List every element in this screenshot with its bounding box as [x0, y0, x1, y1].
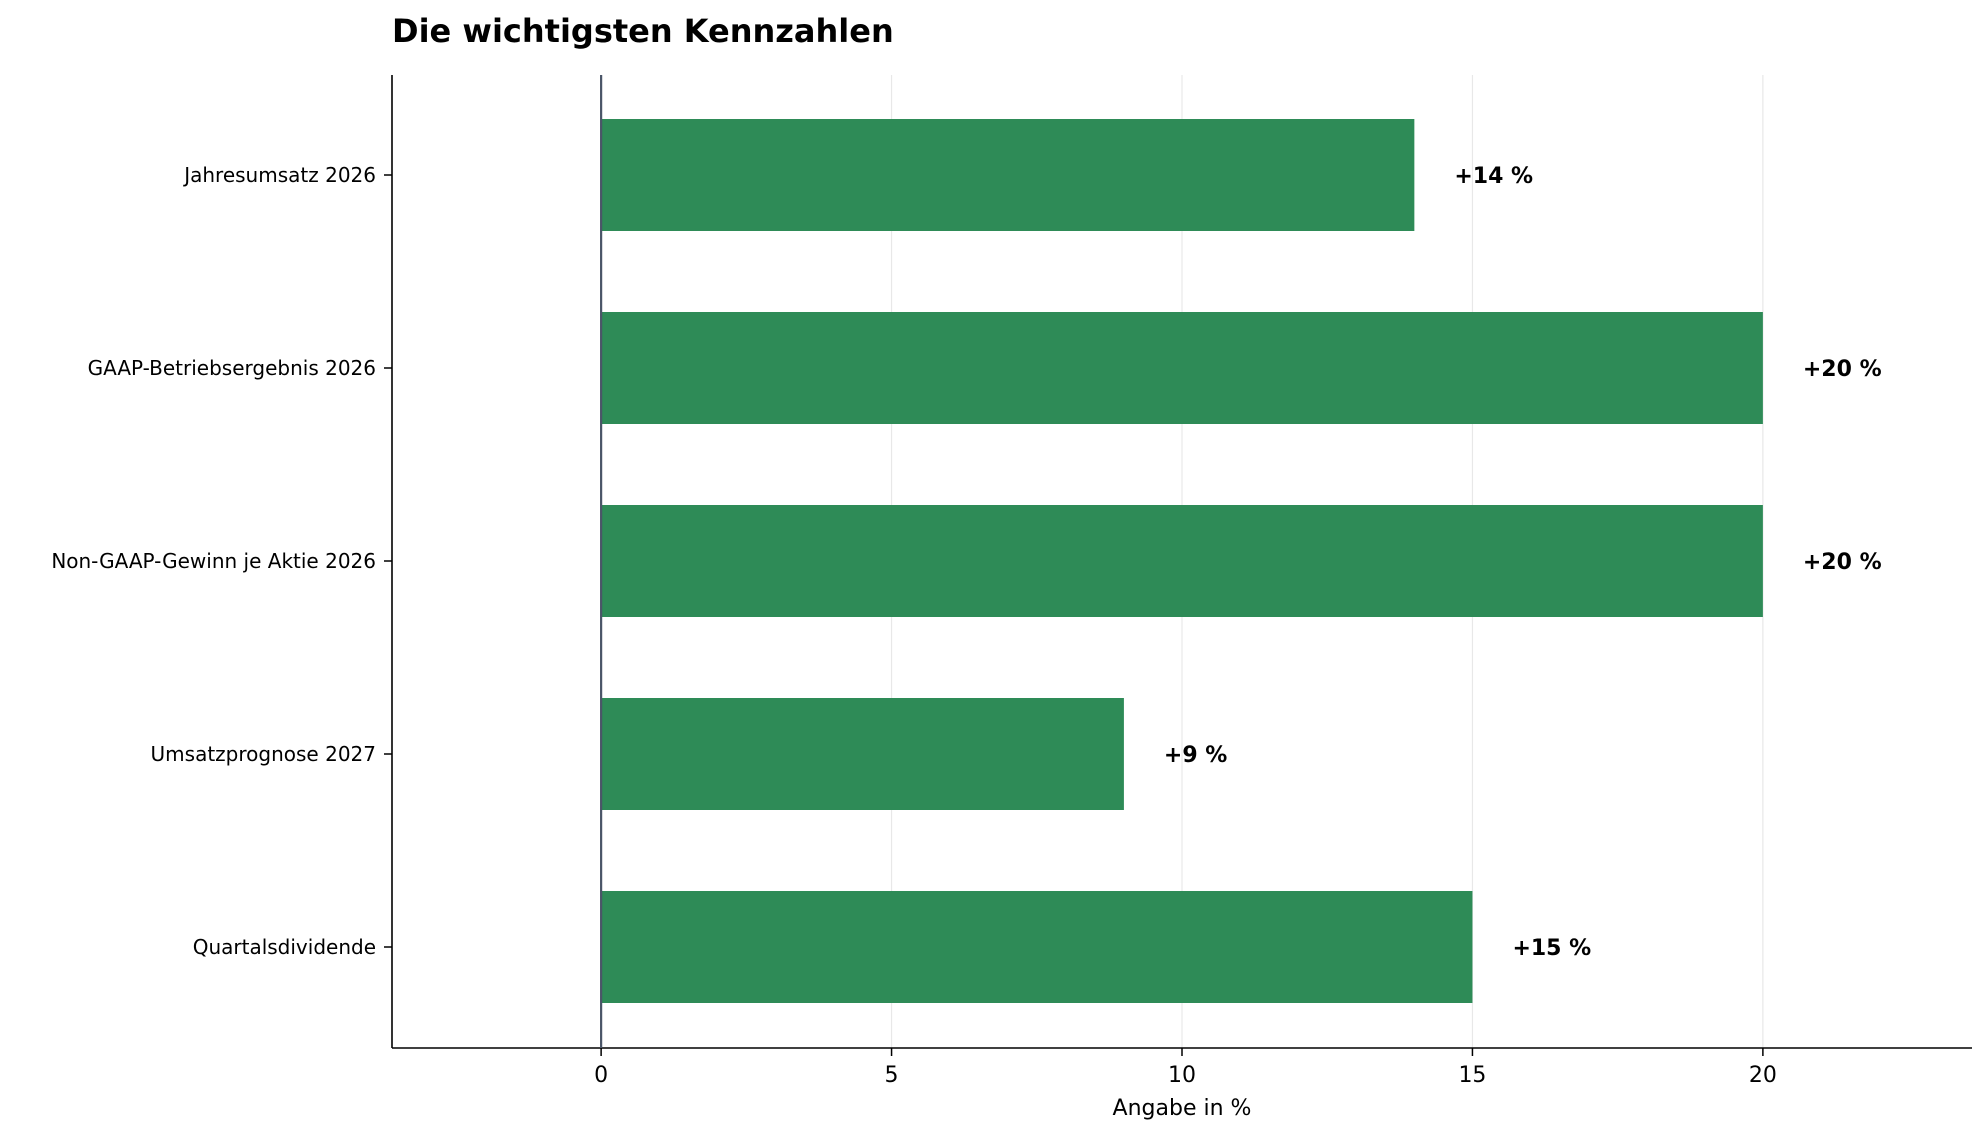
bar-value-label: +20 %: [1803, 357, 1882, 382]
bar-value-label: +14 %: [1454, 164, 1533, 189]
bar: [601, 312, 1763, 424]
x-axis-title: Angabe in %: [1113, 1096, 1252, 1121]
y-axis-ticks: Jahresumsatz 2026 GAAP-Betriebsergebnis 2…: [51, 163, 392, 959]
x-tick-label: 15: [1458, 1063, 1486, 1088]
bar: [601, 698, 1124, 810]
bar-value-label: +9 %: [1164, 743, 1227, 768]
x-tick-label: 10: [1168, 1063, 1196, 1088]
y-tick-label: Non-GAAP-Gewinn je Aktie 2026: [51, 549, 376, 573]
y-tick-label: Umsatzprognose 2027: [151, 742, 376, 766]
chart-title: Die wichtigsten Kennzahlen: [392, 12, 894, 50]
bar: [601, 119, 1415, 231]
x-tick-label: 20: [1749, 1063, 1777, 1088]
x-tick-label: 5: [885, 1063, 899, 1088]
y-tick-label: Jahresumsatz 2026: [182, 163, 376, 187]
x-tick-label: 0: [594, 1063, 608, 1088]
x-axis-ticks: 0 5 10 15 20: [594, 1048, 1777, 1088]
bar: [601, 891, 1473, 1003]
y-tick-label: Quartalsdividende: [193, 935, 376, 959]
y-tick-label: GAAP-Betriebsergebnis 2026: [88, 356, 376, 380]
bar-value-label: +20 %: [1803, 550, 1882, 575]
bar: [601, 505, 1763, 617]
bars: [601, 119, 1763, 1003]
data-labels: +14 % +20 % +20 % +9 % +15 %: [1164, 164, 1882, 961]
bar-value-label: +15 %: [1512, 936, 1591, 961]
